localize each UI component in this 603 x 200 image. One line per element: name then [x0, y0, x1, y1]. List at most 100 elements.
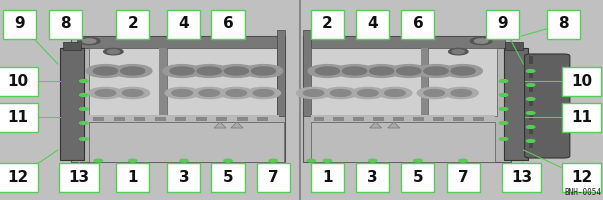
Text: 7: 7 — [268, 170, 279, 184]
Circle shape — [308, 65, 347, 77]
Circle shape — [89, 87, 122, 99]
Bar — [89, 122, 284, 162]
Circle shape — [335, 65, 374, 77]
Text: 10: 10 — [7, 73, 29, 88]
Circle shape — [163, 65, 201, 77]
FancyBboxPatch shape — [167, 9, 200, 38]
Bar — [89, 115, 279, 122]
FancyBboxPatch shape — [116, 9, 150, 38]
Circle shape — [351, 87, 385, 99]
FancyBboxPatch shape — [4, 9, 36, 38]
Bar — [277, 30, 285, 116]
Circle shape — [444, 65, 482, 77]
Circle shape — [499, 122, 508, 124]
FancyBboxPatch shape — [525, 54, 570, 158]
Circle shape — [324, 87, 358, 99]
Bar — [413, 117, 424, 121]
Circle shape — [128, 159, 137, 162]
Text: 5: 5 — [223, 170, 233, 184]
Bar — [93, 117, 104, 121]
Circle shape — [172, 90, 192, 96]
Text: 12: 12 — [571, 170, 593, 184]
Bar — [529, 84, 533, 92]
Polygon shape — [388, 122, 400, 128]
Text: 3: 3 — [178, 170, 189, 184]
FancyBboxPatch shape — [116, 162, 150, 192]
Circle shape — [93, 67, 118, 75]
Bar — [114, 117, 125, 121]
Circle shape — [526, 112, 535, 114]
FancyBboxPatch shape — [167, 162, 200, 192]
FancyBboxPatch shape — [562, 66, 602, 96]
Polygon shape — [214, 122, 226, 128]
Circle shape — [444, 87, 478, 99]
Circle shape — [451, 67, 475, 75]
Circle shape — [219, 87, 253, 99]
Bar — [311, 48, 421, 116]
FancyBboxPatch shape — [548, 9, 581, 38]
Text: 6: 6 — [223, 17, 233, 31]
Bar — [529, 70, 533, 78]
Circle shape — [113, 65, 152, 77]
Circle shape — [526, 126, 535, 128]
FancyBboxPatch shape — [311, 9, 344, 38]
FancyBboxPatch shape — [562, 162, 602, 192]
Text: 8: 8 — [558, 17, 569, 31]
Polygon shape — [231, 122, 243, 128]
Bar — [63, 42, 81, 50]
Circle shape — [244, 65, 283, 77]
Circle shape — [475, 39, 488, 43]
Circle shape — [104, 48, 123, 55]
FancyBboxPatch shape — [257, 162, 289, 192]
Bar — [196, 117, 207, 121]
Circle shape — [86, 65, 125, 77]
Text: 12: 12 — [7, 170, 29, 184]
FancyBboxPatch shape — [562, 103, 602, 132]
FancyBboxPatch shape — [502, 162, 541, 192]
Circle shape — [362, 65, 401, 77]
Circle shape — [116, 87, 150, 99]
Circle shape — [378, 87, 412, 99]
Circle shape — [323, 159, 332, 162]
FancyBboxPatch shape — [60, 162, 99, 192]
Circle shape — [343, 67, 367, 75]
Circle shape — [526, 70, 535, 72]
Circle shape — [417, 65, 455, 77]
Bar — [473, 117, 484, 121]
Text: 10: 10 — [571, 73, 593, 88]
FancyBboxPatch shape — [486, 9, 519, 38]
Circle shape — [385, 90, 405, 96]
Circle shape — [251, 67, 276, 75]
FancyBboxPatch shape — [0, 103, 37, 132]
Bar — [303, 30, 311, 116]
Text: 11: 11 — [572, 110, 592, 124]
Bar — [71, 36, 285, 162]
Circle shape — [499, 108, 508, 110]
Circle shape — [397, 67, 421, 75]
Circle shape — [526, 140, 535, 142]
Circle shape — [449, 48, 468, 55]
Circle shape — [269, 159, 277, 162]
Text: 7: 7 — [458, 170, 469, 184]
Text: 4: 4 — [178, 17, 189, 31]
Bar — [505, 42, 523, 50]
Bar — [216, 117, 227, 121]
Circle shape — [80, 94, 88, 96]
Text: 1: 1 — [322, 170, 333, 184]
Text: 2: 2 — [322, 17, 333, 31]
Circle shape — [95, 90, 116, 96]
Bar — [314, 117, 324, 121]
Circle shape — [470, 37, 492, 45]
Text: 13: 13 — [68, 170, 90, 184]
Circle shape — [121, 67, 145, 75]
Circle shape — [451, 90, 472, 96]
Circle shape — [526, 84, 535, 86]
FancyBboxPatch shape — [311, 162, 344, 192]
Polygon shape — [370, 122, 382, 128]
Bar — [529, 140, 533, 148]
Bar — [309, 36, 505, 48]
Bar — [311, 122, 495, 162]
Circle shape — [80, 138, 88, 140]
Text: BNH-0054: BNH-0054 — [564, 188, 601, 197]
Bar — [167, 48, 277, 116]
